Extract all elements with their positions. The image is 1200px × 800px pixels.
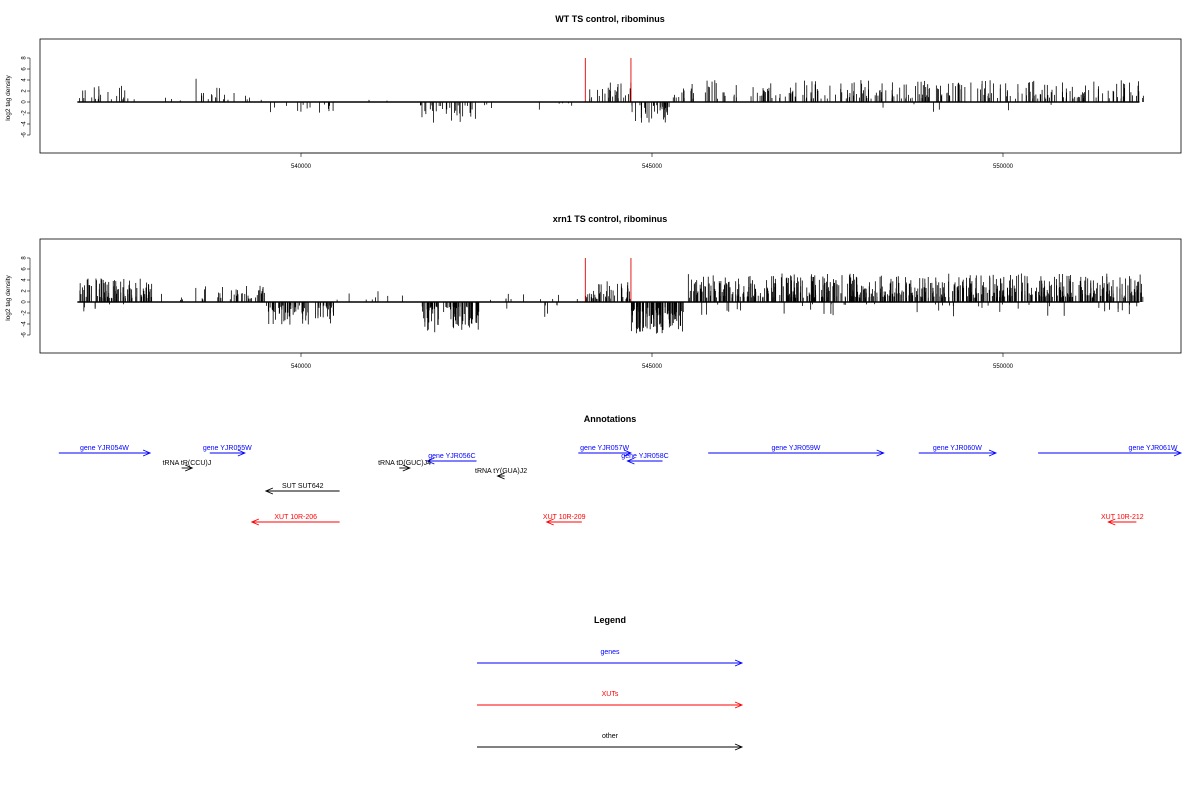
annotation-feature-arrowhead <box>876 449 885 457</box>
annotation-feature: XUT 10R-212 <box>1101 514 1144 526</box>
annotation-feature: gene YJR056C <box>426 453 477 465</box>
wt-chart-title: WT TS control, ribominus <box>555 14 665 24</box>
wt-y-tick-label: 0 <box>22 100 28 104</box>
legend-item: XUTs <box>477 691 744 709</box>
annotation-feature: gene YJR054W <box>58 445 152 457</box>
annotation-feature: XUT 10R-209 <box>543 514 586 526</box>
annotation-feature: XUT 10R-206 <box>250 514 340 526</box>
annotation-feature-arrowhead <box>264 487 274 495</box>
annotation-feature-arrowhead <box>426 457 435 465</box>
annotations-title: Annotations <box>584 414 637 424</box>
annotation-feature-arrowhead <box>623 449 633 457</box>
wt-x-tick-label: 550000 <box>993 164 1014 170</box>
annotation-feature-label: gene YJR055W <box>203 445 252 452</box>
annotation-feature-arrowhead <box>626 457 635 465</box>
xrn1-y-tick-label: -4 <box>22 321 28 327</box>
annotation-feature-label: SUT SUT642 <box>282 483 324 490</box>
annotation-feature-label: tRNA tY(GUA)J2 <box>475 468 527 475</box>
annotation-feature-arrowhead <box>142 449 152 457</box>
xrn1-x-tick-label: 540000 <box>291 364 312 370</box>
xrn1-track-panel: xrn1 TS control, ribominus -6 -4 -2 0 2 4 6 8 log… <box>5 214 1182 370</box>
xrn1-y-tick-label: 8 <box>22 256 28 260</box>
annotation-feature-label: XUT 10R-212 <box>1101 514 1144 521</box>
wt-y-tick-label: 8 <box>22 56 28 60</box>
xrn1-y-tick-label: -2 <box>22 310 28 316</box>
legend-title: Legend <box>594 615 626 625</box>
annotation-feature-label: gene YJR056C <box>428 453 475 460</box>
xrn1-y-tick-label: 4 <box>22 278 28 282</box>
annotation-feature: tRNA tR(CCU)J <box>163 460 212 472</box>
annotation-feature-arrowhead <box>545 518 554 526</box>
legend-item: other <box>477 733 744 751</box>
xrn1-y-tick-label: -6 <box>22 332 28 338</box>
wt-track-panel: WT TS control, ribominus -6 -4 -2 0 2 4 6 8 log2 … <box>5 14 1182 170</box>
annotation-feature-arrowhead <box>1173 449 1183 457</box>
annotation-feature-arrowhead <box>1107 518 1116 526</box>
legend-panel: Legend genes XUTs other <box>477 615 744 751</box>
wt-y-tick-label: 4 <box>22 78 28 82</box>
annotation-feature-label: XUT 10R-209 <box>543 514 586 521</box>
annotation-feature-label: gene YJR061W <box>1129 445 1178 452</box>
annotation-feature-label: XUT 10R-206 <box>274 514 317 521</box>
wt-x-tick-label: 545000 <box>642 164 663 170</box>
annotation-feature-label: gene YJR057W <box>580 445 629 452</box>
annotation-feature-arrowhead <box>402 464 411 472</box>
xrn1-chart-title: xrn1 TS control, ribominus <box>553 214 668 224</box>
xrn1-y-tick-label: 2 <box>22 289 28 293</box>
annotation-feature-arrowhead <box>496 472 505 480</box>
wt-y-tick-label: -2 <box>22 110 28 116</box>
annotation-feature: gene YJR061W <box>1038 445 1183 457</box>
annotation-feature-arrowhead <box>988 449 998 457</box>
wt-y-tick-label: 2 <box>22 89 28 93</box>
annotation-feature: gene YJR059W <box>708 445 885 457</box>
xrn1-x-tick-label: 545000 <box>642 364 663 370</box>
annotation-feature: gene YJR058C <box>621 453 669 465</box>
annotation-feature-arrowhead <box>250 518 260 526</box>
annotation-feature: gene YJR057W <box>578 445 633 457</box>
annotation-feature-label: gene YJR054W <box>80 445 129 452</box>
annotation-feature-label: gene YJR058C <box>621 453 668 460</box>
annotation-feature: SUT SUT642 <box>264 483 340 495</box>
annotation-feature: tRNA tD(GUC)J4 <box>378 460 431 472</box>
legend-item: genes <box>477 649 744 667</box>
xrn1-y-axis-label: log2 tag density <box>5 274 12 320</box>
legend-item-label: XUTs <box>602 691 619 698</box>
wt-y-tick-label: -6 <box>22 132 28 138</box>
legend-item-arrowhead <box>734 743 744 751</box>
annotation-feature-arrowhead <box>237 449 246 457</box>
annotation-feature-label: gene YJR060W <box>933 445 982 452</box>
xrn1-y-tick-label: 6 <box>22 267 28 271</box>
annotation-feature: tRNA tY(GUA)J2 <box>475 468 527 480</box>
legend-item-arrowhead <box>734 701 744 709</box>
legend-item-arrowhead <box>734 659 744 667</box>
xrn1-y-tick-label: 0 <box>22 300 28 304</box>
wt-y-tick-label: -4 <box>22 121 28 127</box>
xrn1-x-tick-label: 550000 <box>993 364 1014 370</box>
annotation-feature-label: tRNA tR(CCU)J <box>163 460 212 467</box>
legend-item-label: genes <box>600 649 620 656</box>
xrn1-density-bars <box>79 273 1144 334</box>
annotation-feature: gene YJR055W <box>203 445 252 457</box>
wt-y-axis-label: log2 tag density <box>5 74 12 120</box>
annotation-feature-label: tRNA tD(GUC)J4 <box>378 460 431 467</box>
annotation-feature-label: gene YJR059W <box>771 445 820 452</box>
legend-item-label: other <box>602 733 619 740</box>
annotation-feature: gene YJR060W <box>918 445 998 457</box>
annotations-panel: Annotations gene YJR054W gene YJR055W gene … <box>58 414 1183 526</box>
wt-density-bars <box>79 78 1144 123</box>
wt-x-tick-label: 540000 <box>291 164 312 170</box>
annotation-feature-arrowhead <box>185 464 194 472</box>
wt-y-tick-label: 6 <box>22 67 28 71</box>
